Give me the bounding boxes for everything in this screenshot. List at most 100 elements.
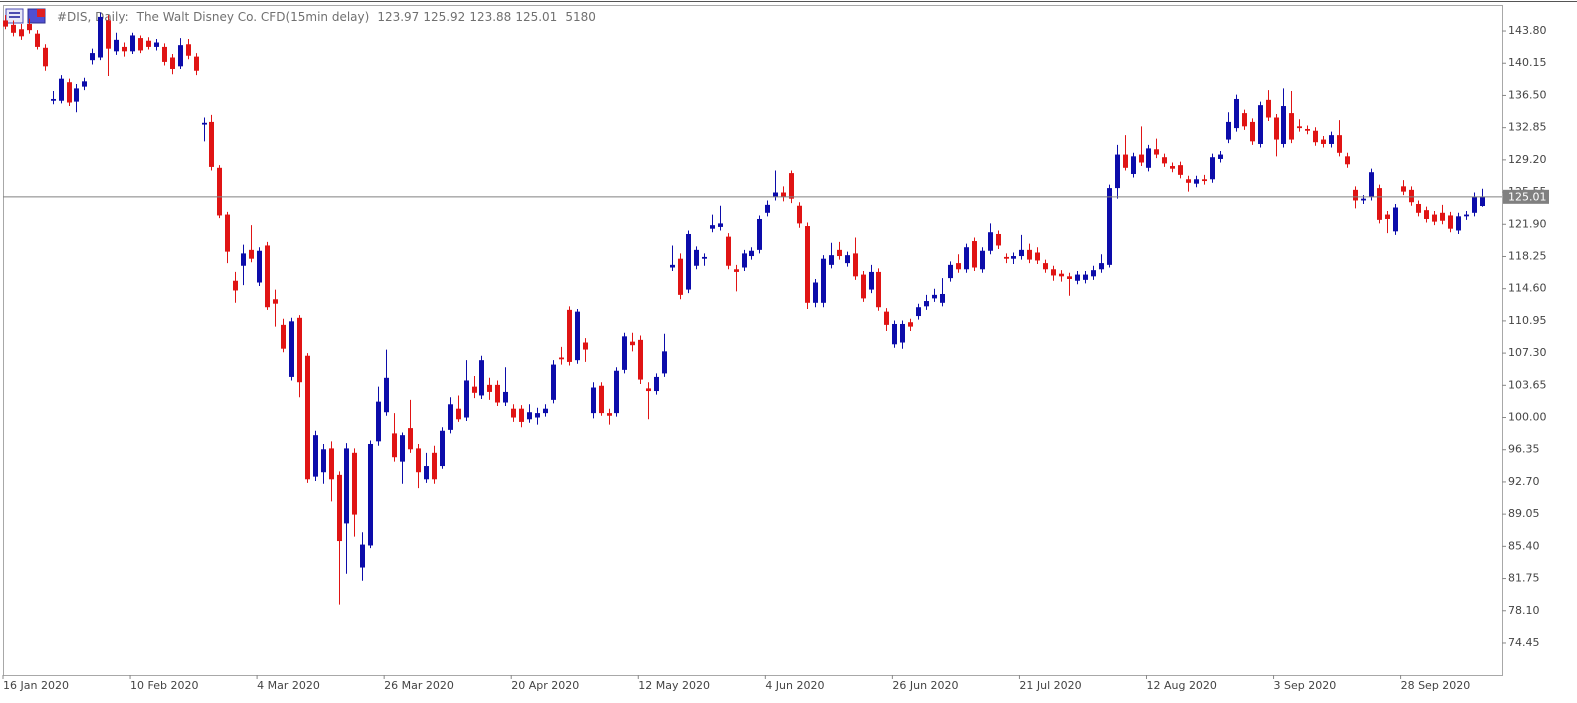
x-tick-label: 26 Mar 2020: [384, 679, 454, 692]
candle-body: [503, 391, 508, 403]
candle-body: [98, 16, 103, 58]
toolbar-icons: [5, 8, 46, 24]
candle-body: [781, 192, 786, 197]
candle-body: [1107, 188, 1112, 265]
candle-body: [495, 384, 500, 403]
candle-body: [321, 449, 326, 473]
candle-body: [996, 233, 1001, 246]
candle-body: [1051, 269, 1056, 276]
candle-body: [209, 121, 214, 167]
x-tick-label: 20 Apr 2020: [511, 679, 579, 692]
candle-body: [670, 264, 675, 268]
candle-body: [678, 258, 683, 295]
candle-body: [1067, 276, 1072, 279]
y-tick-label: 132.85: [1508, 121, 1547, 134]
candle-body: [980, 250, 985, 270]
candle-body: [352, 452, 357, 515]
candle-body: [1416, 203, 1421, 213]
candle-body: [329, 448, 334, 480]
candle-body: [82, 81, 87, 87]
candle-body: [654, 376, 659, 392]
candle-body: [559, 357, 564, 360]
candle-body: [59, 78, 64, 101]
y-tick-label: 100.00: [1508, 411, 1547, 424]
candle-body: [662, 351, 667, 374]
candle-body: [162, 46, 167, 62]
candle-body: [829, 255, 834, 265]
candle-body: [11, 24, 16, 33]
y-tick-label: 140.15: [1508, 56, 1547, 69]
icon: [9, 16, 20, 18]
candle-body: [1305, 128, 1310, 131]
candle-body: [1345, 156, 1350, 165]
candle-body: [1043, 263, 1048, 270]
candle-body: [27, 23, 32, 31]
candle-body: [614, 370, 619, 414]
candle-body: [884, 311, 889, 325]
candle-body: [749, 250, 754, 257]
candle-body: [122, 46, 127, 52]
candle-body: [1274, 117, 1279, 140]
candle-body: [916, 307, 921, 317]
candle-body: [1115, 154, 1120, 189]
icon: [37, 9, 45, 17]
candle-body: [313, 435, 318, 477]
candle-body: [1027, 249, 1032, 260]
candle-body: [1075, 274, 1080, 281]
candle-body: [1448, 215, 1453, 229]
candle-body: [1337, 135, 1342, 153]
candle-body: [956, 263, 961, 270]
candle-body: [440, 430, 445, 467]
candle-body: [1019, 249, 1024, 257]
candle-body: [416, 448, 421, 473]
candle-body: [853, 253, 858, 277]
candle-body: [170, 57, 175, 69]
candle-body: [702, 256, 707, 259]
candle-body: [368, 443, 373, 546]
low: 123.88: [469, 10, 511, 24]
y-tick-label: 89.05: [1508, 507, 1540, 520]
candle-body: [892, 323, 897, 345]
candle-body: [241, 253, 246, 266]
candle-body: [106, 20, 111, 49]
candle-body: [146, 40, 151, 47]
candle-body: [876, 271, 881, 308]
candle-body: [813, 282, 818, 303]
x-tick-label: 4 Jun 2020: [765, 679, 824, 692]
candle-body: [789, 173, 794, 199]
symbol: #DIS, Daily:: [57, 10, 129, 24]
candle-body: [821, 258, 826, 303]
candle-body: [1186, 179, 1191, 183]
candle-body: [694, 249, 699, 266]
candle-body: [297, 317, 302, 383]
candle-body: [630, 341, 635, 346]
candle-body: [19, 29, 24, 37]
candle-body: [376, 401, 381, 442]
high: 125.92: [423, 10, 465, 24]
candle-body: [1004, 256, 1009, 259]
candle-body: [511, 408, 516, 418]
candle-body: [1424, 210, 1429, 219]
candle-body: [1202, 179, 1207, 182]
y-tick-label: 143.80: [1508, 24, 1547, 37]
candle-body: [456, 408, 461, 420]
volume: 5180: [565, 10, 596, 24]
candle-body: [757, 218, 762, 250]
candle-body: [1266, 99, 1271, 118]
candle-body: [575, 311, 580, 361]
candle-body: [90, 53, 95, 61]
candle-body: [1472, 196, 1477, 213]
icon: [9, 12, 20, 14]
candle-body: [487, 384, 492, 392]
candle-body: [1297, 126, 1302, 129]
candle-body: [1146, 148, 1151, 168]
header: #DIS, Daily: The Walt Disney Co. CFD(15mi…: [57, 10, 596, 24]
y-tick-label: 118.25: [1508, 249, 1547, 262]
candle-body: [988, 232, 993, 251]
candle-body: [1377, 188, 1382, 220]
candle-body: [900, 323, 905, 343]
x-tick-label: 10 Feb 2020: [130, 679, 198, 692]
description: The Walt Disney Co. CFD(15min delay): [136, 10, 370, 24]
candle-body: [448, 404, 453, 430]
open: 123.97: [377, 10, 419, 24]
